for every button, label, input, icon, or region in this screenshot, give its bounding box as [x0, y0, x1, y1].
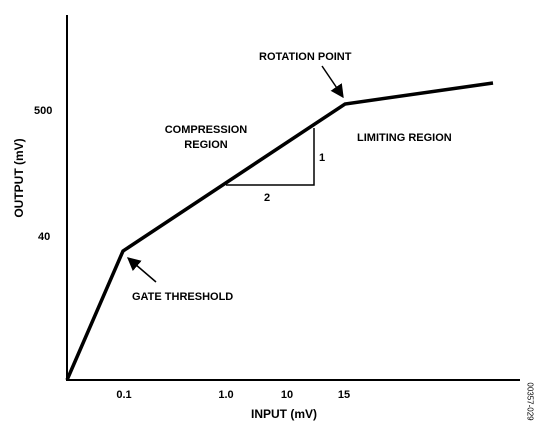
slope-run-label: 2: [264, 192, 270, 204]
limiting-region-label: LIMITING REGION: [357, 132, 452, 144]
compression-region-label: COMPRESSION: [165, 124, 248, 136]
rotation-point-label: ROTATION POINT: [259, 51, 352, 63]
transfer-curve: [65, 81, 494, 381]
x-tick-label: 10: [281, 389, 293, 401]
y-tick-label: 500: [34, 105, 52, 117]
figure-id-text: 00357-029: [525, 382, 535, 421]
compression-region-label-line2: REGION: [184, 139, 227, 151]
gate-threshold-arrow: [126, 257, 157, 283]
rotation-point-arrow: [321, 65, 344, 99]
figure-id: 00357-029: [525, 380, 535, 423]
x-axis-title: INPUT (mV): [251, 407, 317, 421]
y-tick-label: 40: [38, 231, 50, 243]
slope-rise-label: 1: [319, 152, 325, 164]
slope-triangle: [226, 128, 315, 186]
y-axis-title: OUTPUT (mV): [12, 138, 26, 217]
x-tick-label: 1.0: [218, 389, 233, 401]
x-tick-label: 15: [338, 389, 350, 401]
x-tick-label: 0.1: [116, 389, 131, 401]
gate-threshold-label: GATE THRESHOLD: [132, 291, 233, 303]
